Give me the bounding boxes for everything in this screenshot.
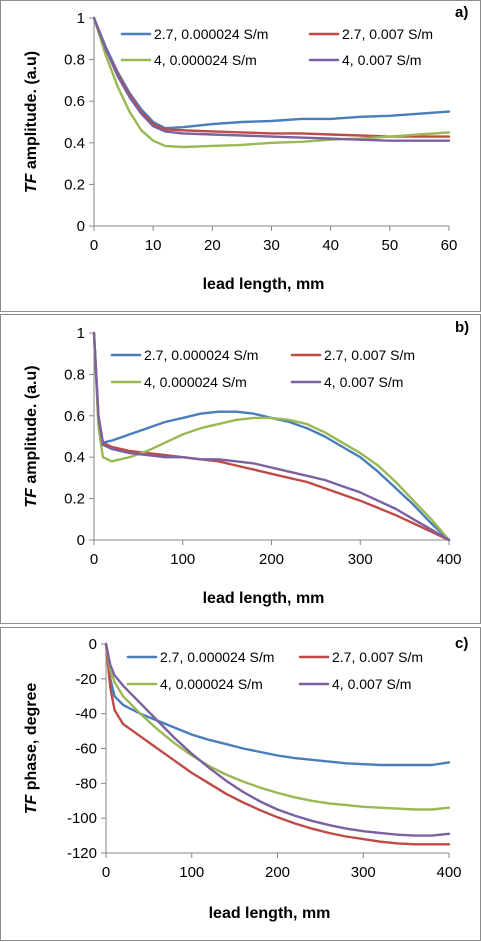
panel-a-ytick-label: 0.8 <box>64 52 85 69</box>
panel-a-ylabel-rest: amplitude. (a.u) <box>23 51 40 174</box>
panel-b-legend-label-2: 2.7, 0.007 S/m <box>324 347 415 363</box>
panel-a-frame <box>0 0 481 312</box>
panel-b-series-3-line <box>92 331 451 542</box>
panel-c-xlabel: lead length, mm <box>209 905 331 922</box>
panel-b-xtick-label: 200 <box>259 551 284 568</box>
panel-c-ytick-label: -80 <box>75 775 97 792</box>
panel-b: 0 0.2 0.4 0.6 0.8 1 0 100 200 300 400 TF amplitude… <box>0 314 481 624</box>
panel-c-xtick-label: 200 <box>265 864 290 881</box>
panel-c-xtick-label: 400 <box>436 864 461 881</box>
panel-c-ylabel-rest: phase, degree <box>23 683 40 795</box>
panel-b-ytick-label: 0.4 <box>64 449 85 466</box>
panel-a-xtick-label: 50 <box>381 237 398 254</box>
panel-a-ytick-label: 0 <box>77 218 85 235</box>
panel-a-legend: 2.7, 0.000024 S/m 2.7, 0.007 S/m 4, 0.0000… <box>120 26 433 68</box>
panel-a-xtick-label: 30 <box>263 237 280 254</box>
panel-b-frame <box>0 314 481 624</box>
panel-c-legend-label-3: 4, 0.000024 S/m <box>160 676 263 692</box>
panel-b-ytick-label: 0.8 <box>64 366 85 383</box>
panel-b-series-2-line <box>92 331 451 542</box>
panel-a-axes: 00.20.40.60.810 10 20 30 40 50 60 <box>64 10 457 254</box>
panel-b-xlabel: lead length, mm <box>203 590 325 607</box>
panel-a-xtick-label: 40 <box>322 237 339 254</box>
panel-b-ylabel-italic: TF <box>23 487 40 508</box>
panel-a-ytick-label: 1 <box>77 10 85 27</box>
panel-b-ytick-label: 0.2 <box>64 491 85 508</box>
panel-b-ytick-label: 0.6 <box>64 408 85 425</box>
panel-c-series-4-line <box>104 642 451 837</box>
panel-a-series-4-line <box>92 16 451 142</box>
panel-c-ylabel: TF phase, degree <box>23 683 40 815</box>
panel-a-xtick-label: 20 <box>204 237 221 254</box>
panel-c-ytick-label: 0 <box>89 636 97 653</box>
panel-b-series-1-line <box>92 331 451 542</box>
panel-b-axes: 0 0.2 0.4 0.6 0.8 1 0 100 200 300 400 <box>64 325 461 568</box>
panel-a-ytick-label: 0.4 <box>64 135 85 152</box>
panel-b-legend: 2.7, 0.000024 S/m 2.7, 0.007 S/m 4, 0.0000… <box>110 347 415 390</box>
panel-c-ytick-label: -120 <box>67 845 97 862</box>
panel-b-xtick-label: 100 <box>170 551 195 568</box>
panel-c-ytick-label: -100 <box>67 810 97 827</box>
panel-b-xtick-label: 300 <box>348 551 373 568</box>
panel-c-ytick-label: -40 <box>75 706 97 723</box>
panel-b-label: b) <box>455 319 469 336</box>
panel-a: 00.20.40.60.810 10 20 30 40 50 60 TF amplitude… <box>0 0 481 312</box>
panel-c-legend: 2.7, 0.000024 S/m 2.7, 0.007 S/m 4, 0.0000… <box>126 649 423 692</box>
panel-b-legend-label-4: 4, 0.007 S/m <box>324 374 403 390</box>
panel-c-xtick-label: 300 <box>351 864 376 881</box>
panel-b-series-4-line <box>92 331 451 542</box>
panel-a-legend-label-2: 2.7, 0.007 S/m <box>342 26 433 42</box>
panel-a-ytick-label: 0.2 <box>64 176 85 193</box>
panel-b-xtick-label: 400 <box>436 551 461 568</box>
panel-b-ytick-label: 1 <box>77 325 85 342</box>
panel-a-xlabel: lead length, mm <box>203 276 325 293</box>
panel-c-frame <box>0 627 481 941</box>
panel-b-xtick-label: 0 <box>90 551 98 568</box>
panel-c-label: c) <box>455 635 468 652</box>
panel-a-xtick-label: 60 <box>441 237 458 254</box>
panel-a-legend-label-3: 4, 0.000024 S/m <box>154 52 257 68</box>
panel-a-label: a) <box>455 4 468 21</box>
panel-a-ylabel: TF amplitude. (a.u) <box>23 51 40 193</box>
panel-a-ylabel-italic: TF <box>23 172 40 193</box>
panel-b-ylabel: TF amplitude. (a.u) <box>23 365 40 507</box>
panel-c-ytick-label: -60 <box>75 741 97 758</box>
panel-b-ylabel-rest: amplitude. (a.u) <box>23 365 40 488</box>
panel-a-ytick-label: 0.6 <box>64 93 85 110</box>
panel-c-series-2-line <box>104 642 451 846</box>
panel-c-xtick-label: 0 <box>102 864 110 881</box>
panel-a-series-3-line <box>92 16 451 149</box>
panel-c-series <box>104 642 451 846</box>
panel-a-legend-label-1: 2.7, 0.000024 S/m <box>154 26 268 42</box>
panel-c-series-3-line <box>104 642 451 811</box>
panel-b-ytick-label: 0 <box>77 532 85 549</box>
panel-a-xtick-label: 10 <box>145 237 162 254</box>
panel-a-series <box>92 16 451 149</box>
panel-c-axes: -120 -100 -80 -60 -40 -20 0 0 100 200 300 400 <box>67 636 462 881</box>
panel-c: -120 -100 -80 -60 -40 -20 0 0 100 200 300 400 TF ph… <box>0 627 481 941</box>
panel-c-legend-label-2: 2.7, 0.007 S/m <box>332 649 423 665</box>
panel-c-xtick-label: 100 <box>179 864 204 881</box>
panel-c-ytick-label: -20 <box>75 671 97 688</box>
panel-a-legend-label-4: 4, 0.007 S/m <box>342 52 421 68</box>
panel-c-legend-label-4: 4, 0.007 S/m <box>332 676 411 692</box>
panel-a-xtick-label: 0 <box>90 237 98 254</box>
panel-c-series-1-line <box>104 642 451 767</box>
panel-c-legend-label-1: 2.7, 0.000024 S/m <box>160 649 274 665</box>
panel-b-series <box>92 331 451 542</box>
panel-b-legend-label-3: 4, 0.000024 S/m <box>144 374 247 390</box>
panel-c-ylabel-italic: TF <box>23 794 40 815</box>
panel-b-legend-label-1: 2.7, 0.000024 S/m <box>144 347 258 363</box>
